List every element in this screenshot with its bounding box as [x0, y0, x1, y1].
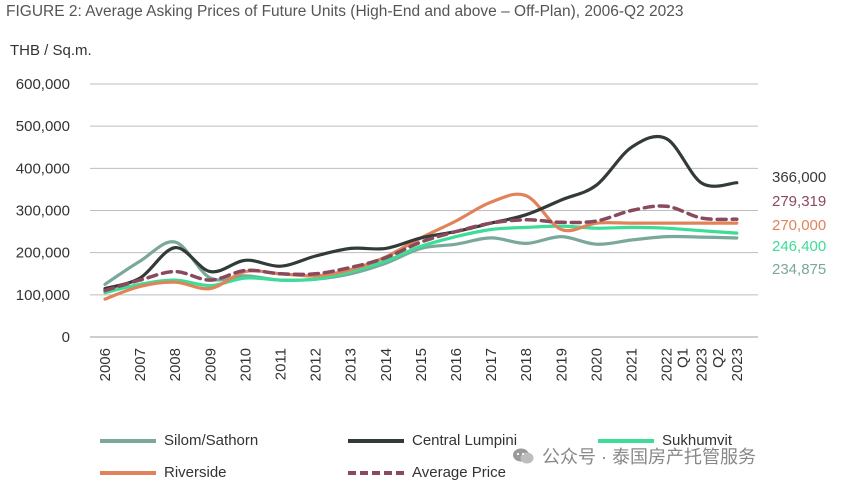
series-line-sukhumvit	[103, 224, 739, 295]
x-tick-label: 2017	[483, 348, 500, 381]
x-tick-label: 2023	[729, 348, 746, 381]
x-tick-label: 2006	[97, 348, 114, 381]
x-tick-label: 2007	[132, 348, 149, 381]
x-tick-label: 2019	[553, 348, 570, 381]
x-tick-label: 2013	[343, 348, 360, 381]
x-tick-label: 2018	[518, 348, 535, 381]
x-tick-label: 2016	[448, 348, 465, 381]
x-tick-label: 2014	[378, 348, 395, 381]
x-tick-label: 2020	[588, 348, 605, 381]
y-tick-label: 400,000	[16, 160, 70, 177]
legend-label: Average Price	[412, 464, 506, 481]
y-tick-label: 300,000	[16, 203, 70, 220]
y-tick-label: 500,000	[16, 118, 70, 135]
x-tick-label: 2009	[202, 348, 219, 381]
x-tick-label: 2015	[413, 348, 430, 381]
end-value-label: 366,000	[772, 169, 826, 186]
x-tick-label: 2010	[237, 348, 254, 381]
watermark: 公众号 · 泰国房产托管服务	[512, 443, 756, 469]
y-tick-label: 0	[62, 329, 70, 346]
legend-swatch	[100, 438, 156, 443]
series-line-central-lumpini	[103, 134, 739, 291]
series-line-average-price	[103, 204, 739, 293]
x-tick-label: 2012	[308, 348, 325, 381]
legend-label: Central Lumpini	[412, 432, 518, 449]
end-value-label: 234,875	[772, 261, 826, 278]
end-value-label: 279,319	[772, 193, 826, 210]
y-tick-label: 600,000	[16, 76, 70, 93]
legend-item-average-price: Average Price	[348, 464, 506, 481]
legend-item-silom-sathorn: Silom/Sathorn	[100, 432, 258, 449]
y-axis-label: THB / Sq.m.	[10, 42, 92, 59]
watermark-text: 公众号 · 泰国房产托管服务	[542, 447, 756, 467]
legend-swatch	[100, 470, 156, 475]
legend-label: Sukhumvit	[662, 432, 733, 449]
x-tick-label: Q2	[710, 348, 727, 368]
legend-item-sukhumvit: Sukhumvit	[598, 432, 732, 449]
legend-label: Silom/Sathorn	[164, 432, 259, 449]
legend-swatch	[348, 470, 404, 475]
y-tick-label: 200,000	[16, 245, 70, 262]
legend-item-central-lumpini: Central Lumpini	[348, 432, 517, 449]
x-tick-label: 2023	[694, 348, 711, 381]
x-tick-label: 2022	[659, 348, 676, 381]
chart-title: FIGURE 2: Average Asking Prices of Futur…	[6, 3, 684, 20]
end-value-label: 270,000	[772, 217, 826, 234]
legend-swatch	[348, 438, 404, 443]
wechat-icon	[513, 448, 534, 464]
x-tick-label: 2021	[624, 348, 641, 381]
series-line-silom-sathorn	[103, 234, 739, 286]
y-tick-label: 100,000	[16, 287, 70, 304]
legend-item-riverside: Riverside	[100, 464, 227, 481]
x-tick-label: 2011	[273, 348, 290, 380]
x-tick-label: 2008	[167, 348, 184, 381]
x-tick-label: Q1	[675, 348, 692, 368]
legend-label: Riverside	[164, 464, 227, 481]
legend-swatch	[598, 438, 654, 443]
end-value-label: 246,400	[772, 238, 826, 255]
